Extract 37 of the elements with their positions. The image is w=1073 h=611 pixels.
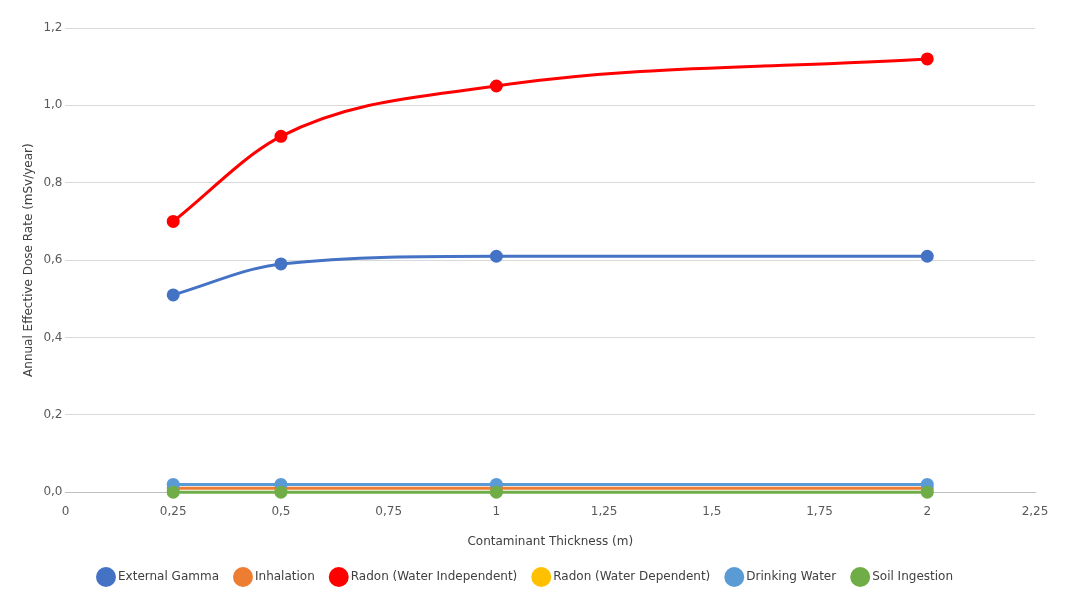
y-tick-label: 1,0 [43,97,63,112]
point [920,485,934,499]
x-tick-label: 1 [492,503,501,518]
point [920,52,934,66]
x-tick-label: 0 [61,503,70,518]
x-tick-label: 1,5 [702,503,722,518]
legend-label: Inhalation [254,569,315,584]
y-tick-label: 0,0 [43,484,63,499]
legend-label: Radon (Water Independent) [350,569,518,584]
point [274,129,288,143]
x-tick-label: 0,75 [375,503,403,518]
y-tick-label: 0,6 [43,252,63,267]
x-tick-label: 2 [923,503,932,518]
point [166,288,180,302]
y-tick-label: 0,2 [43,406,63,421]
y-tick-label: 0,4 [43,329,63,344]
y-axis-title: Annual Effective Dose Rate (mSv/year) [21,143,36,377]
x-tick-label: 1,25 [590,503,618,518]
point [489,79,503,93]
point [489,249,503,263]
y-tick-label: 0,8 [43,174,63,189]
x-tick-label: 2,25 [1021,503,1049,518]
point [274,257,288,271]
x-tick-label: 1,75 [806,503,833,518]
x-tick-label: 0,25 [159,503,187,518]
x-axis-title: Contaminant Thickness (m) [467,533,634,548]
point [166,214,180,228]
y-tick-label: 1,2 [43,20,63,35]
legend-label: External Gamma [118,569,219,584]
x-tick-label: 0,5 [271,503,291,518]
point [920,249,934,263]
legend-label: Drinking Water [746,569,837,584]
legend-label: Soil Ingestion [872,569,954,584]
point [489,485,503,499]
legend-label: Radon (Water Dependent) [553,569,711,584]
point [274,485,288,499]
point [166,485,180,499]
